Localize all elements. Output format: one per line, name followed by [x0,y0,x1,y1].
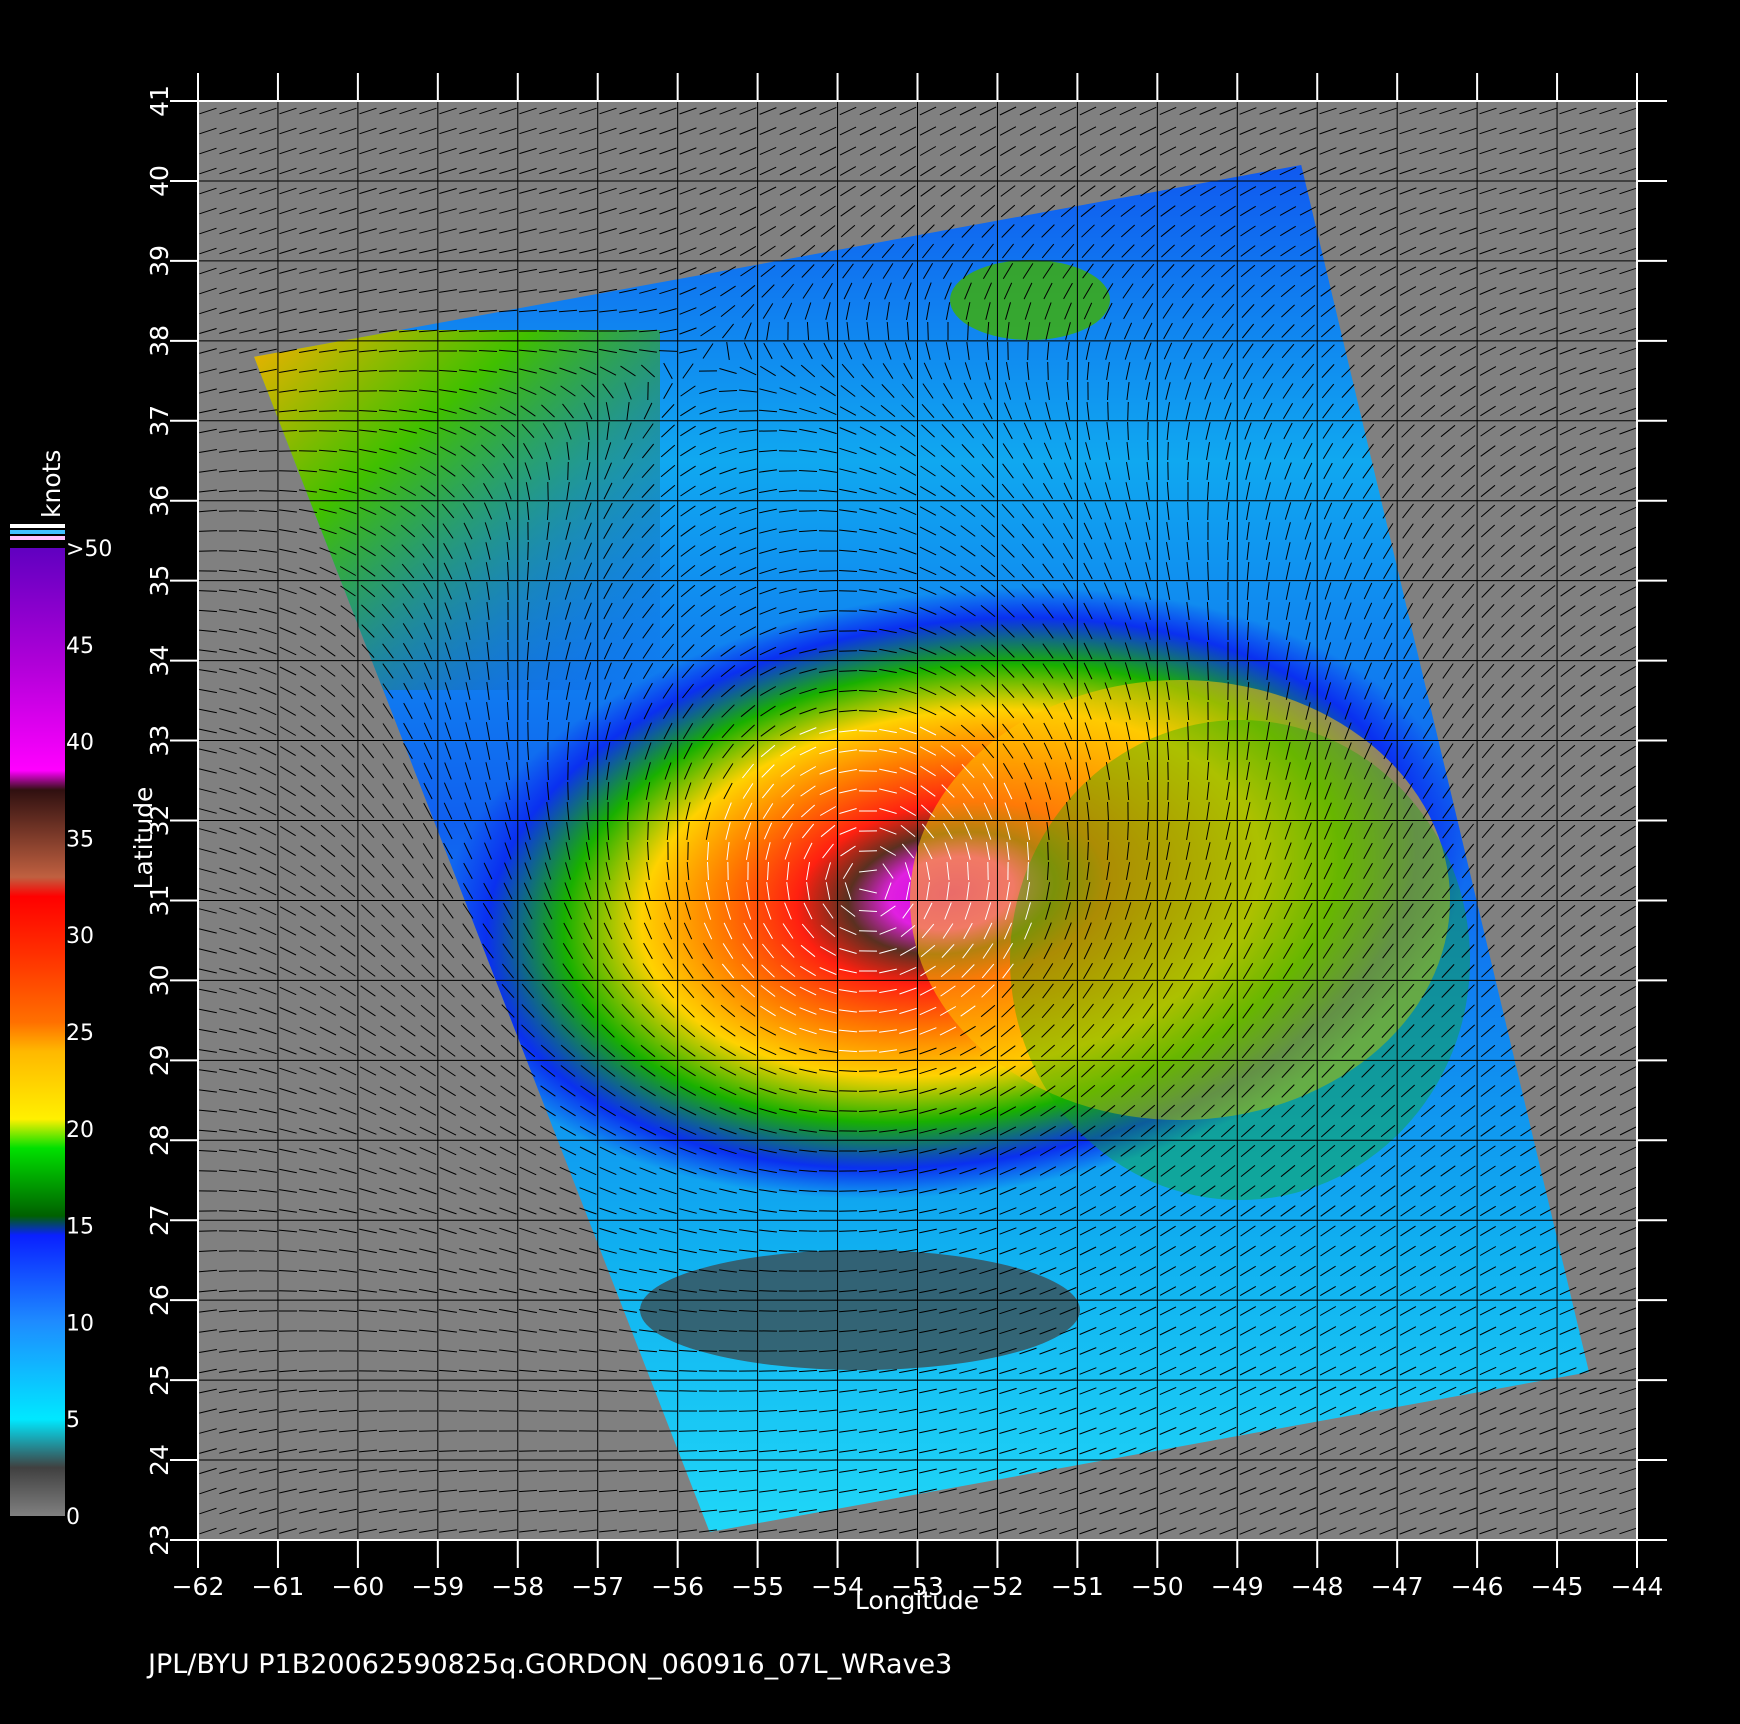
wind-barb [508,582,509,600]
wind-barb [568,782,569,800]
rain-flag-patch-north [950,260,1110,340]
wind-barb [419,371,437,372]
wind-barb [199,1171,217,1172]
wind-barb [508,662,509,680]
wind-barb [539,1411,557,1412]
wind-barb [419,351,437,352]
wind-barb [859,1071,877,1072]
wind-barb [859,851,877,852]
wind-barb [559,1471,577,1472]
wind-barb [1208,542,1209,560]
wind-barb [499,1411,517,1412]
wind-barb [568,462,569,480]
wind-barb [259,1311,277,1312]
wind-barb [1148,802,1149,820]
wind-barb [779,1271,797,1272]
wind-barb [219,511,237,512]
wind-barb [699,1431,717,1432]
wind-barb [519,1411,537,1412]
wind-barb [528,542,529,560]
wind-barb [928,322,929,340]
wind-barb [839,1091,857,1092]
wind-barb [579,1411,597,1412]
wind-barb [1028,342,1029,360]
wind-barb [419,1431,437,1432]
wind-barb [699,1371,717,1372]
wind-barb [1088,822,1089,840]
wind-barb [459,1451,477,1452]
wind-barb [719,1351,737,1352]
wind-barb [779,1351,797,1352]
wind-barb [1108,402,1109,420]
wind-barb [479,331,497,332]
wind-barb [279,1331,297,1332]
wind-barb [799,1231,817,1232]
storm-east-green-band [1010,720,1470,1200]
wind-barb [659,1391,677,1392]
wind-barb [1048,842,1049,860]
wind-barb [739,1331,757,1332]
wind-barb [359,1351,377,1352]
wind-barb [219,551,237,552]
wind-barb [819,1271,837,1272]
wind-barb [779,471,797,472]
wind-barb [579,1471,597,1472]
wind-barb [859,1051,877,1052]
wind-barb [839,1211,857,1212]
wind-barb [319,411,337,412]
wind-barb [299,1351,317,1352]
wind-barb [379,391,397,392]
wind-barb [219,1211,237,1212]
wind-barb [819,571,837,572]
wind-barb [439,1391,457,1392]
wind-barb [659,1451,677,1452]
wind-barb [1128,402,1129,420]
wind-barb [559,1411,577,1412]
wind-barb [819,1171,837,1172]
wind-barb [859,731,877,732]
wind-barb [619,331,637,332]
wind-barb [739,411,757,412]
wind-barb [528,682,529,700]
wind-barb [839,591,857,592]
wind-barb [1208,682,1209,700]
wind-barb [599,1411,617,1412]
wind-barb [648,822,649,840]
wind-barb [379,1411,397,1412]
wind-barb [1168,442,1169,460]
wind-barb [1048,362,1049,380]
wind-barb [1208,502,1209,520]
wind-barb [199,1231,217,1232]
wind-barb [239,1291,257,1292]
wind-barb [799,511,817,512]
wind-barb [319,1371,337,1372]
